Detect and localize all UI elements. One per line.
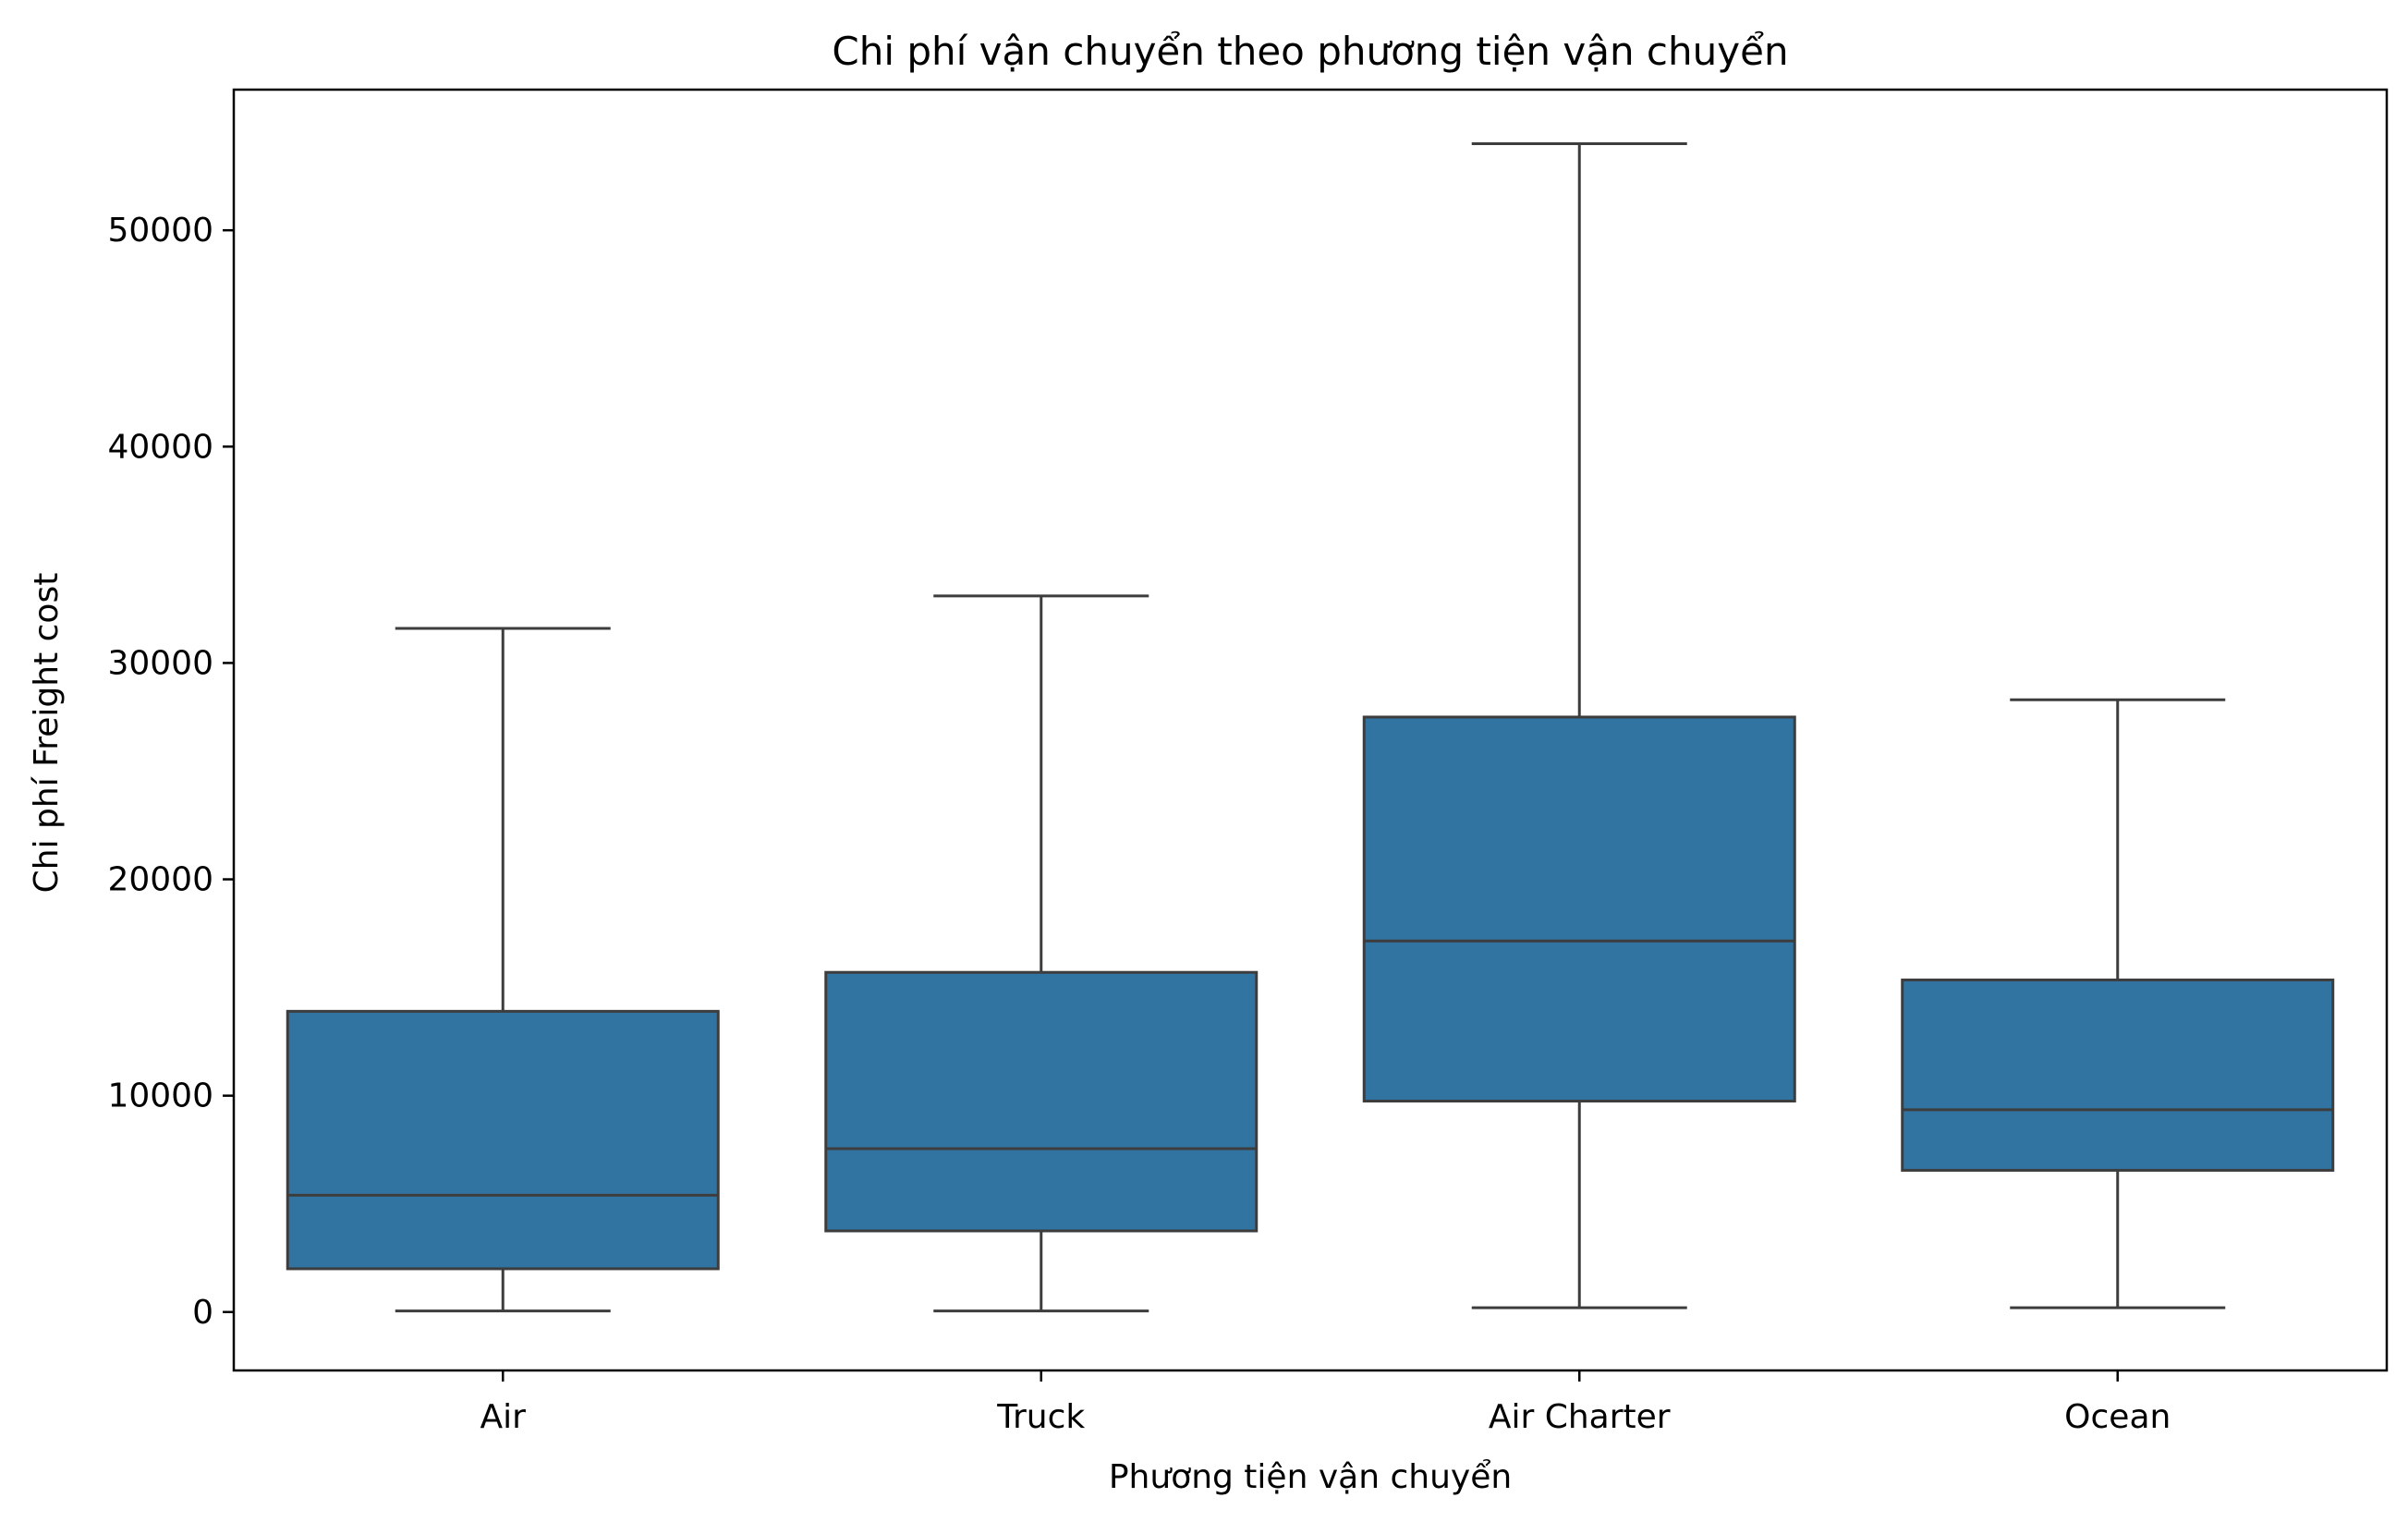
iqr-box — [1901, 978, 2335, 1172]
plot-area-frame — [232, 88, 2389, 1372]
x-axis: Air Truck Air Charter Ocean — [480, 1370, 2171, 1436]
x-tick-label: Air Charter — [1489, 1398, 1671, 1436]
box-air-charter — [1362, 142, 1796, 1309]
y-tick-label: 30000 — [107, 644, 213, 682]
y-tick-label: 20000 — [107, 861, 213, 899]
boxes-layer — [286, 142, 2335, 1313]
x-tick-label: Truck — [996, 1398, 1085, 1436]
y-tick-label: 10000 — [107, 1078, 213, 1115]
y-tick-label: 0 — [192, 1294, 213, 1332]
y-axis-label: Chi phí Freight cost — [28, 573, 66, 894]
box-air — [286, 627, 720, 1313]
x-axis-label: Phương tiện vận chuyển — [1109, 1458, 1512, 1496]
box-truck — [824, 594, 1259, 1313]
x-tick-label: Ocean — [2064, 1398, 2171, 1436]
y-tick-label: 40000 — [107, 428, 213, 466]
y-axis: 0 10000 20000 30000 40000 50000 — [107, 212, 234, 1332]
y-tick-label: 50000 — [107, 212, 213, 250]
iqr-box — [286, 1009, 720, 1271]
box-ocean — [1901, 698, 2335, 1309]
iqr-box — [824, 970, 1259, 1233]
chart-title: Chi phí vận chuyển theo phương tiện vận … — [832, 29, 1788, 74]
x-tick-label: Air — [480, 1398, 527, 1436]
iqr-box — [1362, 715, 1796, 1103]
